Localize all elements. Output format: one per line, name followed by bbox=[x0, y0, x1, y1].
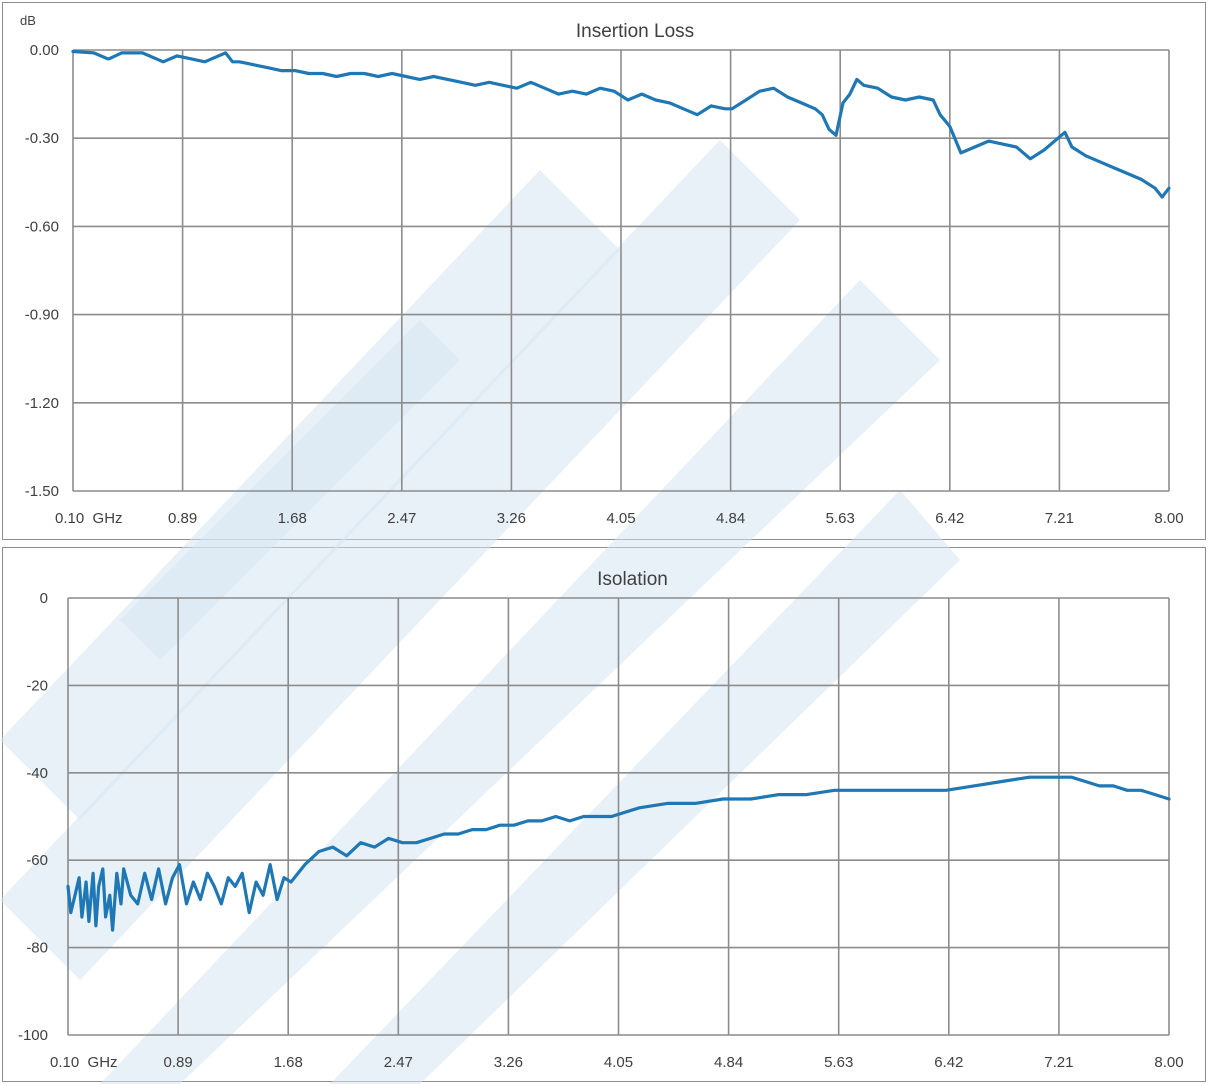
il-y-tick-label: 0.00 bbox=[30, 42, 59, 59]
iso-series-line bbox=[66, 775, 1171, 932]
il-x-tick-label: 7.21 bbox=[1045, 510, 1074, 527]
il-series-line bbox=[71, 49, 1171, 199]
iso-x-tick-label: 8.00 bbox=[1154, 1054, 1183, 1071]
iso-x-tick-label: 2.47 bbox=[384, 1054, 413, 1071]
il-x-tick-label: 3.26 bbox=[497, 510, 526, 527]
il-y-tick-label: -0.60 bbox=[25, 218, 59, 235]
il-x-tick-label: 1.68 bbox=[278, 510, 307, 527]
iso-x-tick-label: 0.10 GHz bbox=[50, 1054, 118, 1071]
iso-y-tick-label: -100 bbox=[18, 1027, 48, 1044]
il-y-axis-label: dB bbox=[20, 13, 36, 28]
iso-x-tick-label: 5.63 bbox=[824, 1054, 853, 1071]
il-chart-title: Insertion Loss bbox=[576, 21, 694, 42]
iso-x-tick-label: 0.89 bbox=[163, 1054, 192, 1071]
iso-x-tick-label: 4.05 bbox=[604, 1054, 633, 1071]
iso-y-tick-label: -40 bbox=[26, 765, 48, 782]
il-y-tick-label: -1.50 bbox=[25, 483, 59, 500]
il-x-tick-label: 2.47 bbox=[387, 510, 416, 527]
iso-y-tick-label: -80 bbox=[26, 940, 48, 957]
il-x-tick-label: 8.00 bbox=[1154, 510, 1183, 527]
iso-x-tick-label: 6.42 bbox=[934, 1054, 963, 1071]
iso-y-tick-label: -20 bbox=[26, 677, 48, 694]
il-x-tick-label: 4.84 bbox=[716, 510, 745, 527]
iso-x-tick-label: 3.26 bbox=[494, 1054, 523, 1071]
il-x-tick-label: 6.42 bbox=[935, 510, 964, 527]
il-y-tick-label: -1.20 bbox=[25, 395, 59, 412]
il-x-tick-label: 0.10 GHz bbox=[55, 510, 123, 527]
iso-chart-title: Isolation bbox=[597, 569, 668, 590]
il-x-tick-label: 4.05 bbox=[606, 510, 635, 527]
iso-y-tick-label: 0 bbox=[40, 590, 48, 607]
il-x-tick-label: 5.63 bbox=[826, 510, 855, 527]
isolation-panel bbox=[2, 547, 1206, 1082]
il-x-tick-label: 0.89 bbox=[168, 510, 197, 527]
iso-y-tick-label: -60 bbox=[26, 852, 48, 869]
iso-x-tick-label: 1.68 bbox=[274, 1054, 303, 1071]
insertion-loss-panel bbox=[2, 2, 1206, 540]
iso-x-tick-label: 4.84 bbox=[714, 1054, 743, 1071]
iso-x-tick-label: 7.21 bbox=[1044, 1054, 1073, 1071]
il-y-tick-label: -0.30 bbox=[25, 130, 59, 147]
il-y-tick-label: -0.90 bbox=[25, 307, 59, 324]
